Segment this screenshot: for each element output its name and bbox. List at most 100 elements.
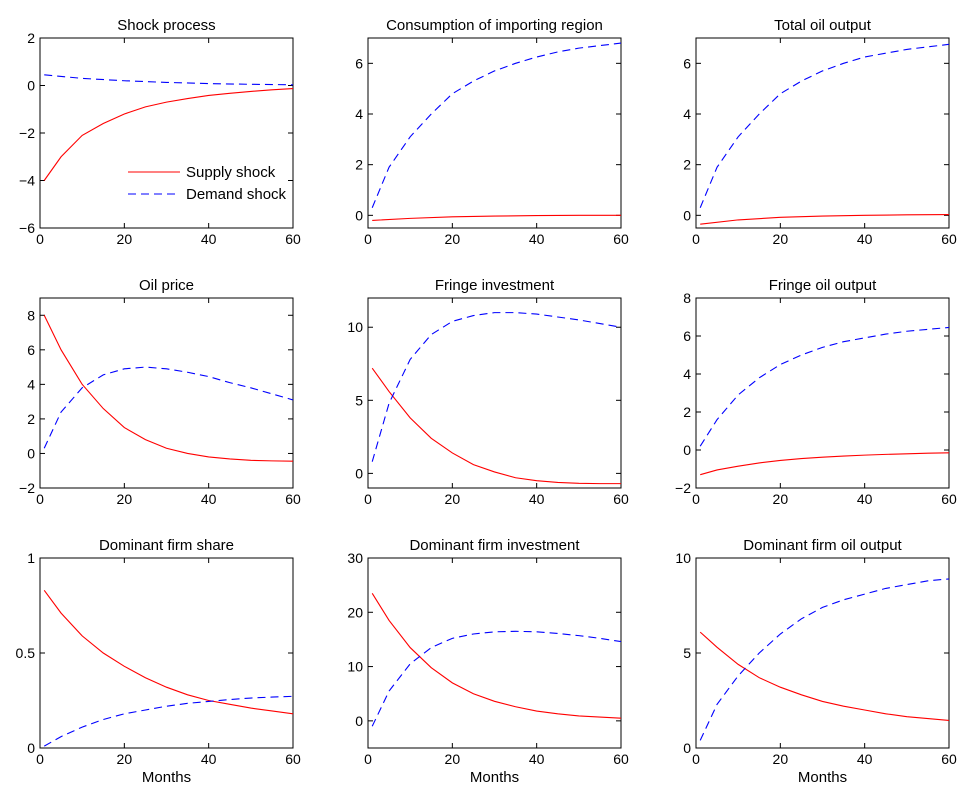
plot-frame — [695, 557, 950, 749]
plot-frame — [695, 37, 950, 229]
x-axis-label: Months — [798, 769, 847, 786]
y-tick-label: 0 — [683, 207, 691, 223]
y-tick-label: 0 — [27, 78, 35, 94]
subplot-7: Dominant firm share 0 20 40 60 0 0.5 1 Months — [16, 537, 301, 786]
x-tick-label: 40 — [201, 751, 217, 767]
subplot-8: Dominant firm investment 0 20 40 60 0 10 20 30 Mo… — [347, 537, 629, 786]
y-tick-label: 0 — [355, 465, 363, 481]
plot-frame — [39, 297, 294, 489]
x-tick-label: 0 — [692, 231, 700, 247]
x-tick-label: 0 — [692, 751, 700, 767]
x-tick-label: 40 — [857, 231, 873, 247]
subplot-title: Oil price — [139, 277, 194, 294]
demand-shock-line — [43, 366, 293, 449]
y-tick-label: 10 — [675, 550, 691, 566]
y-tick-label: 10 — [347, 319, 363, 335]
demand-shock-line — [699, 326, 949, 447]
y-tick-label: 20 — [347, 604, 363, 620]
subplot-title: Dominant firm oil output — [743, 537, 902, 554]
demand-shock-line — [43, 695, 293, 747]
y-tick-label: 2 — [27, 411, 35, 427]
y-tick-label: 8 — [27, 307, 35, 323]
x-tick-label: 40 — [201, 231, 217, 247]
y-tick-label: 0 — [27, 740, 35, 756]
subplot-title: Total oil output — [774, 17, 872, 34]
subplot-title: Fringe oil output — [769, 277, 877, 294]
supply-shock-line — [43, 88, 293, 181]
y-tick-label: 0 — [27, 445, 35, 461]
x-tick-label: 20 — [445, 491, 461, 507]
y-tick-label: 5 — [355, 392, 363, 408]
x-tick-label: 40 — [529, 751, 545, 767]
demand-shock-line — [699, 578, 949, 741]
x-tick-label: 20 — [117, 751, 133, 767]
demand-shock-line — [371, 42, 621, 208]
demand-shock-line — [371, 630, 621, 727]
y-tick-label: 0 — [683, 442, 691, 458]
y-tick-label: −2 — [675, 480, 691, 496]
x-tick-label: 0 — [364, 231, 372, 247]
subplot-title: Fringe investment — [435, 277, 555, 294]
subplot-5: Fringe investment 0 20 40 60 0 5 10 — [347, 277, 629, 507]
supply-shock-line — [700, 452, 949, 476]
subplot-9: Dominant firm oil output 0 20 40 60 0 5 10 Month… — [675, 537, 957, 786]
x-tick-label: 40 — [857, 751, 873, 767]
plot-frame — [39, 557, 294, 749]
supply-shock-line — [372, 214, 621, 221]
x-tick-label: 20 — [117, 231, 133, 247]
supply-shock-line — [43, 589, 293, 715]
demand-shock-line — [699, 43, 949, 208]
x-tick-label: 40 — [201, 491, 217, 507]
x-tick-label: 20 — [117, 491, 133, 507]
y-tick-label: 0 — [355, 207, 363, 223]
y-tick-label: 0 — [355, 713, 363, 729]
x-tick-label: 0 — [36, 491, 44, 507]
x-tick-label: 60 — [285, 231, 301, 247]
y-tick-label: 4 — [683, 366, 691, 382]
x-tick-label: 0 — [364, 491, 372, 507]
supply-shock-line — [700, 214, 949, 225]
supply-shock-line — [371, 367, 621, 485]
plot-frame — [695, 297, 950, 489]
plot-frame — [367, 297, 622, 489]
x-axis-label: Months — [142, 769, 191, 786]
x-tick-label: 20 — [773, 231, 789, 247]
x-tick-label: 60 — [941, 751, 957, 767]
x-tick-label: 0 — [692, 491, 700, 507]
x-tick-label: 20 — [773, 491, 789, 507]
y-tick-label: 2 — [355, 157, 363, 173]
y-tick-label: 8 — [683, 290, 691, 306]
y-tick-label: 6 — [355, 55, 363, 71]
plot-frame — [367, 557, 622, 749]
y-tick-label: 6 — [683, 328, 691, 344]
legend: Supply shock Demand shock — [122, 163, 287, 211]
x-tick-label: 60 — [613, 751, 629, 767]
x-tick-label: 40 — [529, 231, 545, 247]
x-tick-label: 0 — [36, 231, 44, 247]
x-tick-label: 60 — [941, 491, 957, 507]
x-tick-label: 60 — [941, 231, 957, 247]
y-tick-label: −2 — [19, 480, 35, 496]
y-tick-label: 5 — [683, 645, 691, 661]
x-tick-label: 20 — [445, 751, 461, 767]
x-tick-label: 20 — [773, 751, 789, 767]
y-tick-label: −2 — [19, 125, 35, 141]
y-tick-label: 0.5 — [16, 645, 36, 661]
y-tick-label: −6 — [19, 220, 35, 236]
y-tick-label: 4 — [27, 376, 35, 392]
legend-box — [122, 163, 287, 211]
y-tick-label: −4 — [19, 173, 35, 189]
x-tick-label: 0 — [364, 751, 372, 767]
demand-shock-line — [44, 74, 293, 86]
legend-supply-label: Supply shock — [186, 164, 276, 181]
supply-shock-line — [43, 315, 293, 462]
y-tick-label: 4 — [683, 106, 691, 122]
x-tick-label: 60 — [613, 231, 629, 247]
y-tick-label: 2 — [683, 404, 691, 420]
y-tick-label: 2 — [683, 157, 691, 173]
x-tick-label: 40 — [857, 491, 873, 507]
legend-demand-label: Demand shock — [186, 186, 287, 203]
x-tick-label: 0 — [36, 751, 44, 767]
